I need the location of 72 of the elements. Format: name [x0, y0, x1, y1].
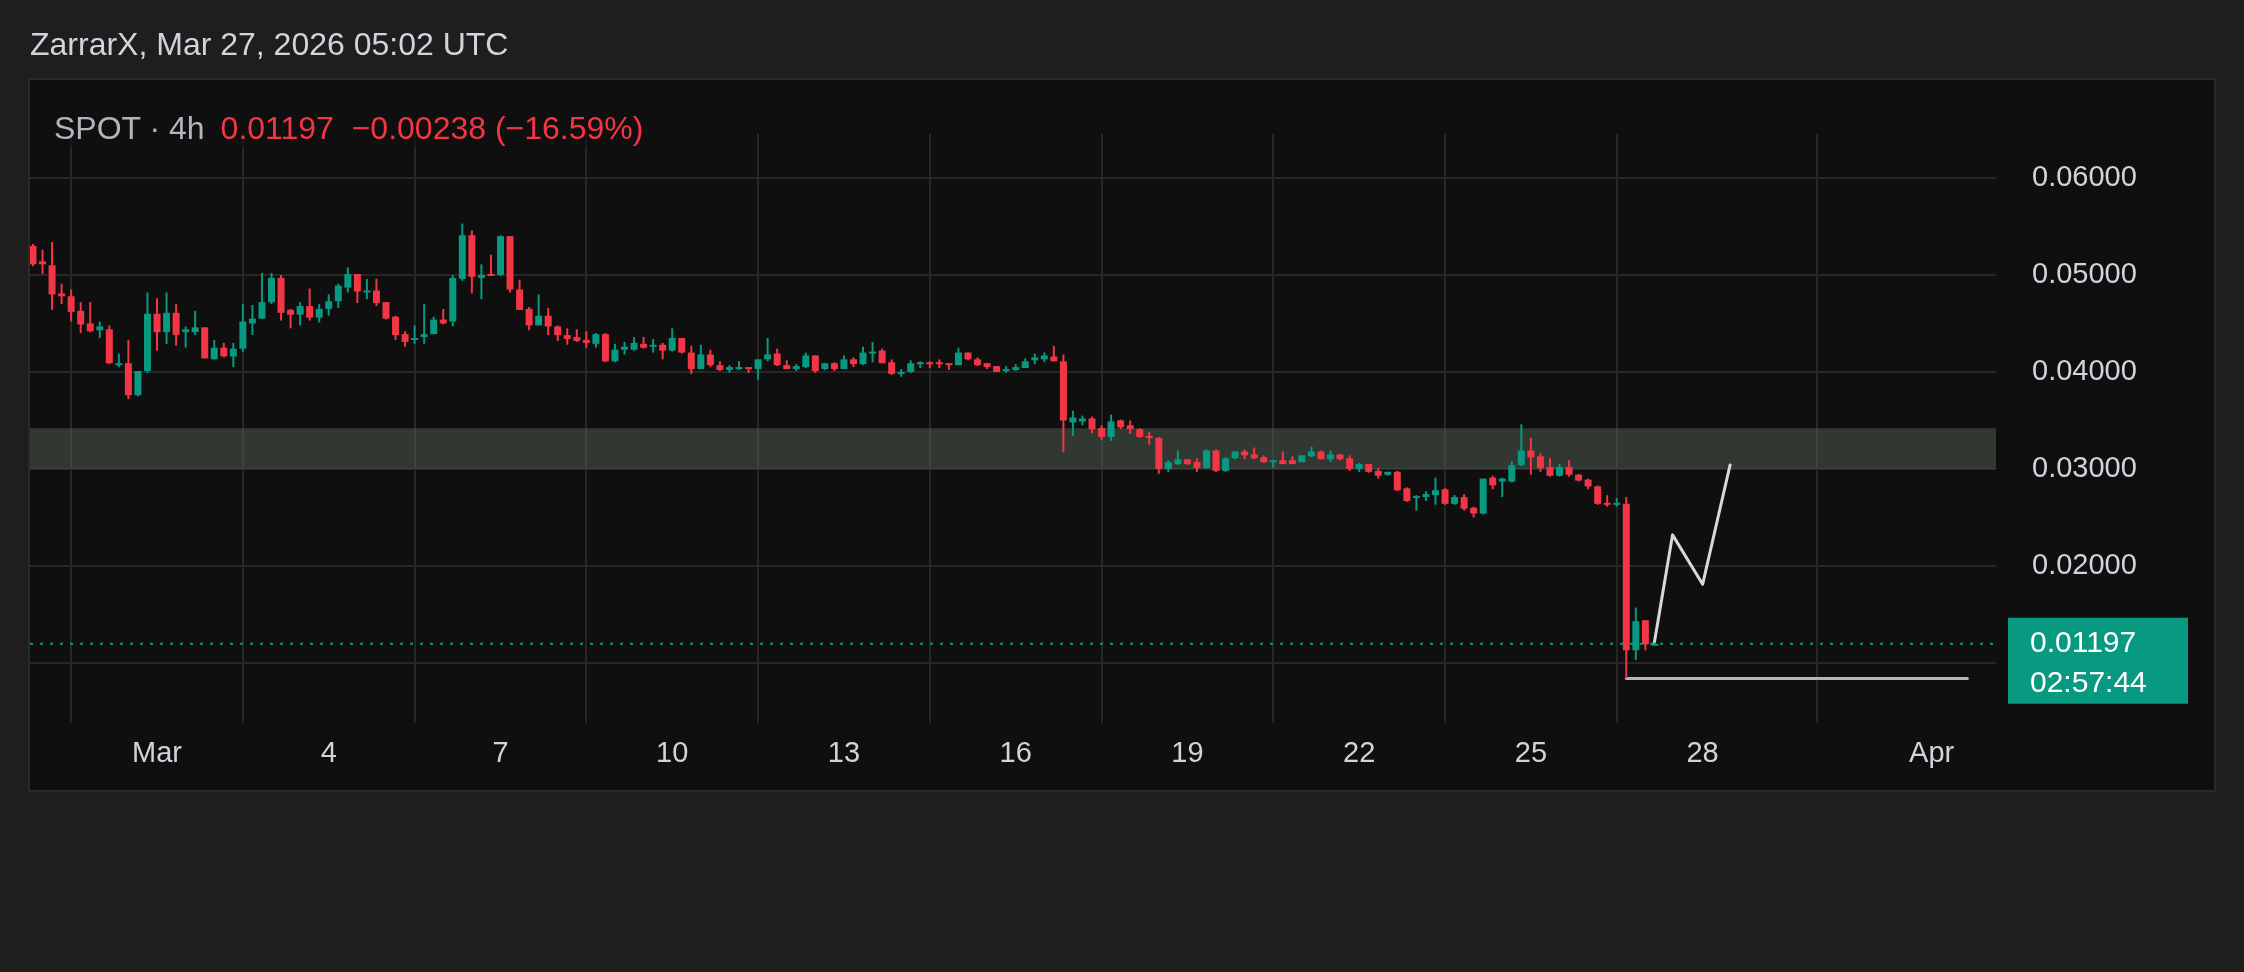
x-tick-label: 28: [1686, 736, 1719, 769]
chart-subtitle: 0.01197 −0.00238 (−16.59%): [220, 110, 644, 146]
candlestick: [535, 293, 543, 327]
candlestick: [353, 273, 361, 305]
candlestick: [392, 314, 400, 341]
candlestick: [668, 327, 676, 353]
candlestick: [697, 343, 705, 371]
candlestick: [859, 345, 867, 367]
y-tick-label: 0.05000: [2032, 256, 2137, 289]
candlestick: [163, 291, 171, 345]
y-tick-label: 0.04000: [2032, 353, 2137, 386]
y-tick-label: 0.06000: [2032, 160, 2137, 193]
candlestick: [544, 306, 552, 337]
y-tick-label: 0.02000: [2032, 547, 2137, 580]
x-tick-label: 4: [320, 736, 337, 769]
candlestick: [1412, 494, 1420, 512]
candlestick: [296, 301, 304, 327]
candlestick: [754, 358, 762, 381]
candlestick: [1212, 448, 1220, 473]
candlestick: [315, 303, 323, 324]
candlestick: [516, 278, 524, 311]
candlestick: [1107, 413, 1115, 442]
candlestick: [58, 282, 66, 306]
x-tick-label: 13: [827, 736, 861, 769]
candlestick: [420, 303, 428, 345]
candlestick: [1536, 452, 1544, 473]
x-tick-label: Apr: [1909, 736, 1955, 769]
candlestick: [229, 341, 237, 369]
candlestick: [191, 309, 199, 337]
candlestick: [687, 344, 695, 375]
x-tick-label: 19: [1171, 736, 1204, 769]
candlestick: [1546, 457, 1554, 478]
candlestick: [67, 288, 75, 323]
candlestick: [182, 325, 190, 349]
candlestick: [325, 293, 333, 317]
candlestick: [372, 277, 380, 308]
ref-line-label: 0.01197: [2030, 625, 2137, 659]
candlestick: [258, 272, 266, 320]
candlestick: [1203, 448, 1210, 470]
candlestick: [172, 303, 180, 347]
candlestick: [869, 340, 877, 364]
x-tick-label: 25: [1514, 736, 1548, 769]
text: ZarrarX, Mar 27, 2026 05:02 UTC: [30, 26, 509, 63]
candlestick: [363, 277, 371, 301]
candlestick: [306, 287, 314, 322]
candlestick: [1498, 476, 1506, 499]
candlestick: [39, 248, 47, 276]
candlestick: [86, 301, 94, 334]
x-tick-label: 10: [656, 736, 689, 769]
text: 02:57:44: [2030, 665, 2147, 699]
candlestick: [411, 324, 419, 345]
chart-title: SPOT · 4h: [54, 110, 205, 146]
x-tick-label: 7: [492, 736, 509, 769]
candlestick: [1431, 476, 1439, 506]
x-tick-label: 22: [1343, 736, 1376, 769]
candlestick: [1508, 460, 1516, 484]
candlestick: [477, 263, 485, 301]
candlestick: [487, 253, 495, 277]
candlestick: [1517, 423, 1525, 468]
candlestick: [30, 242, 37, 268]
y-tick-label: 0.03000: [2032, 450, 2137, 483]
candlestick: [77, 301, 85, 335]
candlestick: [344, 266, 352, 294]
candlestick: [1393, 469, 1401, 493]
candlestick: [153, 297, 161, 352]
candlestick: [334, 282, 342, 309]
candlestick: [287, 307, 295, 330]
candlestick: [525, 305, 533, 332]
candlestick: [1594, 484, 1602, 506]
x-tick-label: 16: [999, 736, 1032, 769]
x-tick-label: Mar: [132, 736, 183, 769]
candlestick: [611, 342, 619, 364]
